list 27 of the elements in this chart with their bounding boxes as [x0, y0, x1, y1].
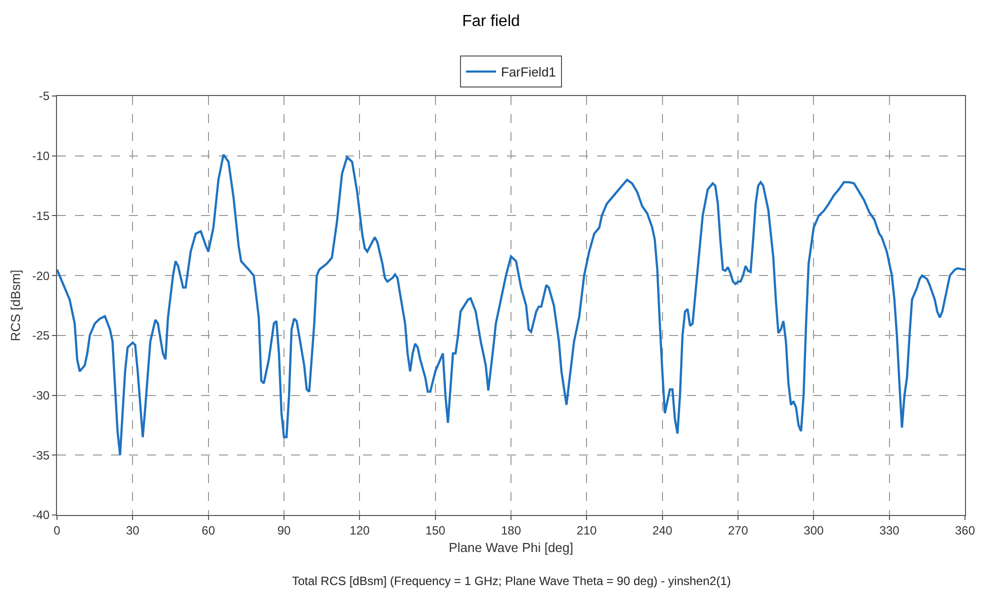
x-tick-label: 240	[652, 523, 673, 538]
x-tick-label: 330	[879, 523, 900, 538]
chart-title: Far field	[462, 13, 520, 30]
x-axis-title: Plane Wave Phi [deg]	[448, 540, 574, 555]
x-tick-label: 180	[500, 523, 522, 538]
x-tick-label: 300	[804, 523, 824, 538]
legend-label: FarField1	[501, 64, 556, 80]
y-tick-label: -20	[32, 268, 50, 283]
x-tick-label: 30	[126, 523, 140, 538]
x-tick-label: 270	[728, 523, 748, 538]
y-tick-label: -25	[32, 328, 50, 343]
text: Total RCS [dBsm] (Frequency = 1 GHz; Plane Wave Theta = 90 deg) - yinshen2(1)	[292, 574, 731, 588]
x-tick-label: 0	[54, 523, 61, 538]
y-tick-label: -5	[38, 89, 50, 104]
x-tick-label: 360	[954, 523, 976, 538]
y-axis-title: RCS [dBsm]	[8, 270, 24, 342]
y-tick-label: -15	[32, 208, 50, 223]
x-tick-label: 210	[576, 523, 597, 538]
y-tick-label: -30	[32, 388, 50, 402]
y-tick-label: -40	[32, 508, 50, 522]
y-tick-label: -35	[32, 448, 50, 462]
x-tick-label: 150	[425, 523, 446, 538]
x-tick-label: 90	[277, 523, 291, 538]
x-tick-label: 60	[202, 523, 216, 538]
y-tick-label: -10	[32, 149, 50, 164]
x-tick-label: 120	[350, 523, 370, 538]
line-series	[57, 154, 965, 456]
